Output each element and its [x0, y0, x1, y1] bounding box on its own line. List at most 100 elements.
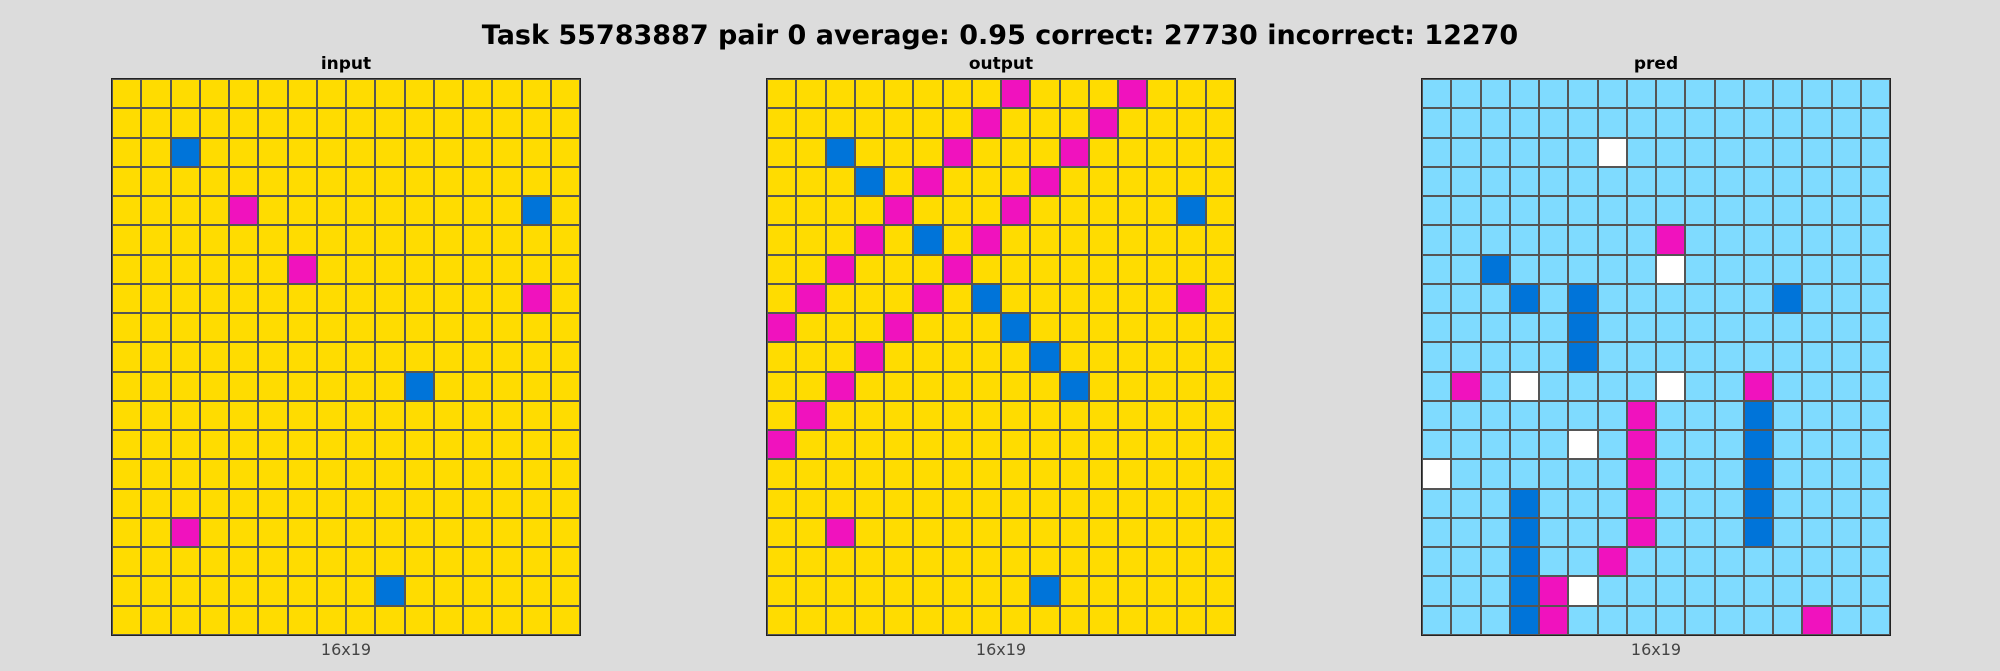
grid-cell	[884, 400, 914, 430]
grid-cell	[1597, 547, 1627, 577]
grid-cell	[971, 430, 1001, 460]
grid-cell	[1626, 459, 1656, 489]
grid-cell	[1743, 225, 1773, 255]
grid-cell	[550, 342, 580, 372]
grid-cell	[1147, 576, 1177, 606]
grid-cell	[521, 108, 551, 138]
grid-cell	[1626, 605, 1656, 635]
grid-cell	[287, 283, 317, 313]
grid-cell	[1480, 225, 1510, 255]
grid-cell	[884, 342, 914, 372]
grid-cell	[1802, 283, 1832, 313]
grid-cell	[492, 225, 522, 255]
grid-cell	[1509, 488, 1539, 518]
grid-cell	[1118, 196, 1148, 226]
grid-cell	[492, 79, 522, 109]
grid-cell	[854, 517, 884, 547]
grid-cell	[767, 313, 797, 343]
grid-cell	[971, 313, 1001, 343]
grid-cell	[854, 342, 884, 372]
grid-cell	[884, 547, 914, 577]
grid-cell	[1118, 108, 1148, 138]
grid-cell	[1176, 79, 1206, 109]
grid-cell	[1831, 137, 1861, 167]
grid-cell	[1685, 430, 1715, 460]
grid-cell	[1626, 488, 1656, 518]
grid-cell	[1626, 342, 1656, 372]
grid-cell	[141, 459, 171, 489]
grid-cell	[796, 430, 826, 460]
grid-cell	[433, 488, 463, 518]
grid-cell	[1714, 313, 1744, 343]
grid-cell	[1205, 430, 1235, 460]
grid-cell	[258, 517, 288, 547]
grid-cell	[1860, 254, 1890, 284]
grid-cell	[1539, 517, 1569, 547]
grid-cell	[1147, 313, 1177, 343]
grid-cell	[1773, 313, 1803, 343]
grid-cell	[1030, 488, 1060, 518]
grid-cell	[550, 283, 580, 313]
grid-cell	[1656, 371, 1686, 401]
grid-cell	[346, 108, 376, 138]
grid-cell	[1626, 225, 1656, 255]
grid-cell	[433, 430, 463, 460]
grid-cell	[1176, 313, 1206, 343]
grid-cell	[913, 137, 943, 167]
grid-cell	[1422, 79, 1452, 109]
grid-cell	[1088, 547, 1118, 577]
grid-cell	[550, 488, 580, 518]
grid-cell	[971, 371, 1001, 401]
grid-cell	[1147, 605, 1177, 635]
grid-cell	[404, 605, 434, 635]
grid-cell	[1539, 459, 1569, 489]
grid-cell	[1205, 342, 1235, 372]
grid-cell	[913, 517, 943, 547]
grid-cell	[141, 196, 171, 226]
grid-cell	[1147, 488, 1177, 518]
grid-cell	[1451, 547, 1481, 577]
grid-cell	[112, 400, 142, 430]
grid-cell	[316, 488, 346, 518]
grid-cell	[1176, 400, 1206, 430]
grid-cell	[1088, 166, 1118, 196]
grid-cell	[971, 342, 1001, 372]
grid-cell	[1597, 79, 1627, 109]
grid-cell	[825, 79, 855, 109]
grid-cell	[1001, 225, 1031, 255]
grid-cell	[141, 137, 171, 167]
grid-cell	[346, 196, 376, 226]
grid-cell	[433, 576, 463, 606]
grid-cell	[258, 166, 288, 196]
grid-cell	[463, 547, 493, 577]
grid-cell	[942, 166, 972, 196]
grid-cell	[1597, 137, 1627, 167]
grid-cell	[316, 547, 346, 577]
grid-cell	[796, 400, 826, 430]
output-grid	[766, 78, 1236, 636]
grid-cell	[796, 225, 826, 255]
grid-cell	[1451, 225, 1481, 255]
grid-cell	[1509, 459, 1539, 489]
grid-cell	[141, 225, 171, 255]
grid-cell	[287, 137, 317, 167]
grid-cell	[942, 547, 972, 577]
grid-cell	[229, 605, 259, 635]
grid-cell	[1597, 166, 1627, 196]
grid-cell	[463, 283, 493, 313]
grid-cell	[1773, 517, 1803, 547]
grid-cell	[1568, 225, 1598, 255]
grid-cell	[199, 283, 229, 313]
grid-cell	[229, 196, 259, 226]
grid-cell	[1860, 547, 1890, 577]
grid-cell	[1480, 371, 1510, 401]
grid-cell	[550, 371, 580, 401]
grid-cell	[1802, 517, 1832, 547]
grid-cell	[346, 430, 376, 460]
grid-cell	[170, 313, 200, 343]
grid-cell	[767, 488, 797, 518]
grid-cell	[433, 459, 463, 489]
grid-cell	[112, 313, 142, 343]
grid-cell	[141, 371, 171, 401]
grid-cell	[1743, 108, 1773, 138]
